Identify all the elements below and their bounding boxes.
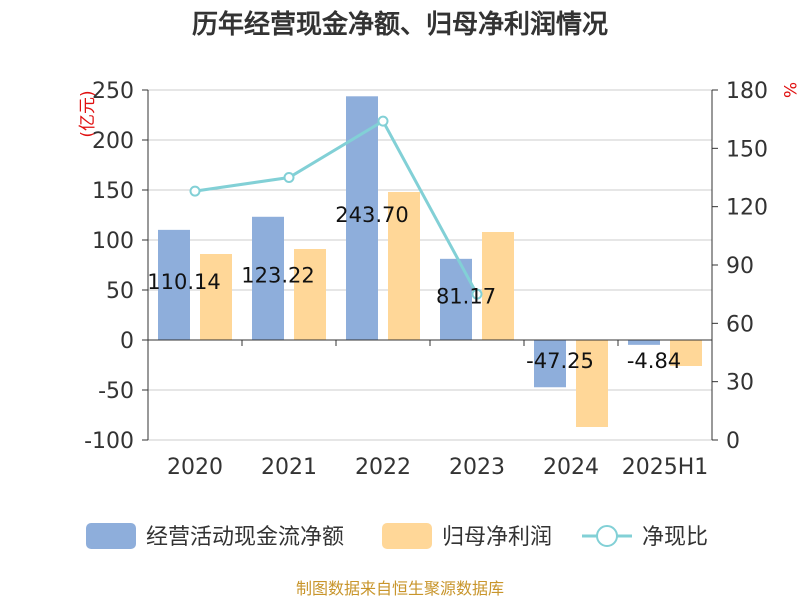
- cashflow-data-label: 123.22: [241, 263, 314, 287]
- y-right-tick-label: 150: [726, 137, 768, 162]
- legend-swatch-cashflow: [86, 523, 136, 549]
- y-right-tick-label: 0: [726, 429, 740, 454]
- x-tick-label: 2021: [261, 455, 317, 480]
- left-axis-unit: (亿元): [78, 90, 98, 137]
- cashflow-bar: [346, 96, 378, 340]
- right-axis-unit: %: [779, 82, 799, 98]
- legend-label-ratio: 净现比: [642, 525, 708, 550]
- data-labels: 110.14 123.22 243.70 81.17 -47.25 -4.84: [147, 203, 681, 373]
- x-tick-label: 2024: [543, 455, 599, 480]
- legend: 经营活动现金流净额 归母净利润 净现比: [86, 523, 708, 550]
- axes: [142, 89, 718, 441]
- cashflow-bar: [252, 216, 284, 340]
- cashflow-bar: [628, 340, 660, 345]
- y-left-tick-label: -50: [98, 379, 134, 404]
- y-left-tick-label: 250: [92, 79, 134, 104]
- cashflow-data-label: 243.70: [335, 203, 408, 227]
- ratio-line: [189, 115, 483, 300]
- legend-label-net-profit: 归母净利润: [442, 525, 552, 550]
- cashflow-bar: [534, 340, 566, 388]
- cashflow-data-label: -4.84: [627, 349, 681, 373]
- x-tick-label: 2023: [449, 455, 505, 480]
- net-profit-bar: [576, 340, 608, 427]
- ratio-line-path: [194, 119, 479, 295]
- ratio-point: [471, 288, 483, 300]
- ratio-point: [377, 115, 389, 127]
- cashflow-data-label: 81.17: [436, 284, 496, 308]
- y-right-tick-label: 30: [726, 371, 754, 396]
- cashflow-data-label: -47.25: [526, 349, 594, 373]
- net-profit-bar: [294, 249, 326, 340]
- y-left-tick-label: 50: [106, 279, 134, 304]
- ratio-point: [283, 172, 295, 183]
- legend-label-cashflow: 经营活动现金流净额: [146, 525, 344, 550]
- y-left-tick-label: 100: [92, 229, 134, 254]
- gridlines: [148, 89, 712, 441]
- chart-title: 历年经营现金净额、归母净利润情况: [192, 9, 608, 40]
- net-profit-bar: [388, 192, 420, 340]
- net-profit-bar: [670, 340, 702, 366]
- cashflow-data-label: 110.14: [147, 270, 220, 294]
- y-right-tick-label: 180: [726, 79, 768, 104]
- y-left-tick-label: 0: [120, 329, 134, 354]
- y-right-tick-label: 60: [726, 312, 754, 337]
- tick-labels: 250 200 150 100 50 0 -50 -100 180 150 120 90 60 30 0 20…: [84, 79, 768, 480]
- legend-marker-ratio: [596, 525, 618, 547]
- y-left-tick-label: -100: [84, 429, 134, 454]
- net-profit-bar: [482, 232, 514, 340]
- ratio-point: [189, 185, 201, 197]
- x-tick-label: 2022: [355, 455, 411, 480]
- y-left-tick-label: 150: [92, 179, 134, 204]
- legend-swatch-net-profit: [382, 523, 432, 549]
- y-right-tick-label: 90: [726, 254, 754, 279]
- bars: [158, 96, 702, 427]
- x-tick-label: 2025H1: [622, 455, 709, 480]
- y-left-tick-label: 200: [92, 129, 134, 154]
- y-right-tick-label: 120: [726, 196, 768, 221]
- data-source: 制图数据来自恒生聚源数据库: [296, 579, 504, 598]
- net-profit-bar: [200, 254, 232, 340]
- x-tick-label: 2020: [167, 455, 223, 480]
- cashflow-bar: [158, 229, 190, 340]
